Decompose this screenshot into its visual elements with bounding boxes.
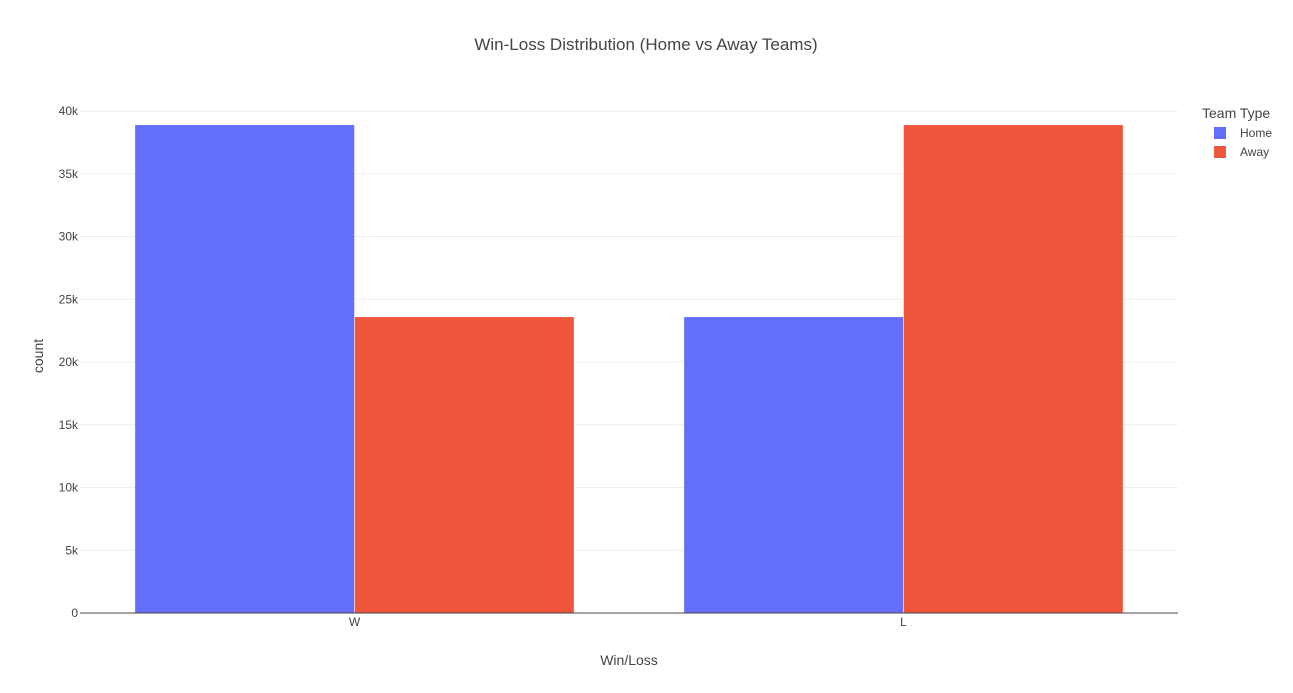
legend: Team Type Home Away xyxy=(1202,105,1272,159)
bar-away-l xyxy=(903,124,1124,614)
chart-title: Win-Loss Distribution (Home vs Away Team… xyxy=(474,35,817,54)
y-tick-label: 35k xyxy=(59,167,79,181)
y-tick-label: 40k xyxy=(59,104,79,118)
y-tick-label: 0 xyxy=(71,606,78,620)
bars xyxy=(134,124,1124,614)
y-tick-label: 20k xyxy=(59,355,79,369)
x-tick-label: L xyxy=(900,615,907,629)
legend-label-home: Home xyxy=(1240,126,1272,140)
y-tick-label: 10k xyxy=(59,481,79,495)
bar-home-w xyxy=(134,124,355,614)
bar-home-l xyxy=(683,316,904,614)
x-axis-title: Win/Loss xyxy=(600,652,658,668)
legend-swatch-away xyxy=(1214,146,1226,158)
bar-away-w xyxy=(354,316,575,614)
y-tick-label: 15k xyxy=(59,418,79,432)
y-axis-title: count xyxy=(30,339,46,373)
x-tick-label: W xyxy=(349,615,361,629)
legend-label-away: Away xyxy=(1240,145,1269,159)
y-tick-label: 25k xyxy=(59,292,79,306)
legend-swatch-home xyxy=(1214,127,1226,139)
y-tick-label: 30k xyxy=(59,230,79,244)
legend-title: Team Type xyxy=(1202,105,1270,121)
y-tick-label: 5k xyxy=(65,543,79,557)
y-axis-ticks: 0 5k 10k 15k 20k 25k 30k 35k 40k xyxy=(59,104,79,620)
